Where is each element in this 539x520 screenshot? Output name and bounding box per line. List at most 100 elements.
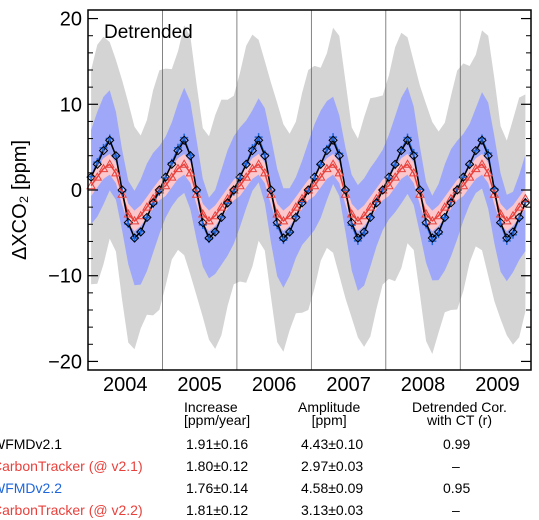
wfmd21-point	[371, 198, 382, 208]
wfmd21-point	[191, 185, 202, 195]
amplitude-value: 2.97±0.03	[301, 458, 364, 474]
y-tick-label: 10	[60, 94, 82, 116]
carbontracker-point	[452, 184, 463, 194]
increase-value: 1.80±0.12	[186, 458, 249, 474]
wfmd21-point	[291, 212, 301, 223]
wfmd21-point	[123, 217, 134, 228]
carbontracker-point	[458, 180, 469, 190]
carbontracker-point	[179, 159, 190, 168]
carbontracker-point	[284, 210, 295, 220]
amplitude-header-label: Amplitude	[298, 399, 361, 415]
wfmd21-point	[129, 233, 140, 243]
carbontracker-point	[148, 193, 159, 203]
carbontracker-point	[104, 159, 115, 168]
wfmd21-point	[253, 135, 264, 145]
carbontracker-point	[446, 193, 456, 203]
carbontracker-point	[204, 215, 214, 225]
amplitude-value: 4.58±0.09	[301, 480, 364, 496]
carbontracker-point	[117, 189, 127, 198]
wfmd22-point	[335, 149, 344, 158]
carbontracker-point	[86, 180, 96, 190]
carbontracker-point	[346, 208, 357, 218]
wfmd22-point	[136, 227, 145, 236]
wfmd21-point	[309, 172, 320, 182]
carbontracker-point	[328, 159, 338, 168]
carbontracker-point	[272, 208, 283, 218]
wfmd22-point	[329, 133, 338, 142]
wfmd22-point	[248, 144, 257, 153]
wfmd21-point	[198, 217, 208, 228]
wfmd22-point	[161, 173, 170, 182]
correlation-value: 0.99	[443, 436, 471, 452]
wfmd22-point	[223, 199, 232, 208]
carbontracker-point	[340, 189, 351, 198]
wfmd21-point	[384, 172, 394, 182]
wfmd21-point	[433, 227, 444, 237]
wfmd21-point	[402, 135, 413, 145]
carbontracker-point	[154, 184, 165, 194]
carbontracker-point	[508, 210, 518, 220]
wfmd21-point	[489, 185, 500, 195]
wfmd22-point	[347, 221, 356, 230]
carbontracker-point	[247, 163, 258, 173]
wfmd22-point	[254, 133, 263, 142]
carbontracker-point	[390, 172, 400, 181]
wfmd22-point	[273, 221, 282, 230]
wfmd21-point	[514, 212, 524, 223]
wfmd21-point	[359, 227, 369, 237]
wfmd21-point	[266, 185, 276, 195]
wfmd22-point	[434, 230, 443, 239]
wfmd22-point	[93, 158, 102, 167]
wfmd22-point	[409, 148, 418, 157]
correlation-header: Detrended Cor. with CT (r)	[412, 399, 507, 428]
carbontracker-point	[520, 193, 531, 203]
y-axis-label: ΔXCO₂ [ppm]	[9, 140, 31, 260]
amplitude-unit-label: [ppm]	[311, 412, 347, 428]
y-tick-label: −10	[48, 266, 82, 288]
plot-frame: −20 −10 0 10 20 2004 2005 2006 2007 2008 2009	[48, 9, 532, 395]
wfmd22-point	[111, 151, 120, 160]
amplitude-value: 3.13±0.03	[301, 502, 364, 518]
carbontracker-point	[98, 163, 109, 173]
wfmd21-point	[353, 233, 363, 243]
correlation-header-label: Detrended Cor.	[412, 399, 507, 415]
wfmd21-point	[495, 217, 506, 228]
wfmd21-point	[464, 159, 475, 169]
wfmd21-point	[409, 151, 419, 161]
wfmd22-point	[279, 236, 288, 245]
carbontracker-point	[123, 208, 134, 218]
wfmd21-point	[160, 172, 171, 182]
carbontracker-point	[371, 193, 382, 203]
carbontracker-point	[253, 159, 264, 168]
carbontracker-point	[303, 184, 314, 194]
wfmd22-point	[403, 133, 412, 142]
carbontracker-point	[501, 215, 512, 225]
carbontracker-point	[166, 172, 177, 181]
wfmd21-point	[272, 217, 282, 228]
carbontracker-point	[470, 163, 481, 173]
wfmd21-point	[297, 198, 307, 208]
wfmd22-point	[440, 213, 449, 222]
wfmd21-point	[241, 159, 251, 169]
correlation-unit-label: with CT (r)	[426, 412, 493, 428]
wfmd21-point	[328, 135, 338, 145]
carbontracker-point	[129, 215, 140, 225]
wfmd21-point	[235, 172, 245, 182]
carbontracker-point	[415, 189, 425, 198]
wfmd22-point	[428, 237, 437, 246]
increase-value: 1.81±0.12	[186, 502, 249, 518]
carbontracker-point	[191, 189, 202, 198]
carbontracker-point	[222, 193, 233, 203]
x-tick-label: 2005	[177, 374, 222, 395]
increase-value: 1.76±0.14	[186, 480, 249, 496]
carbontracker-point	[235, 180, 245, 190]
row-label: WFMDv2.2	[0, 480, 62, 496]
wfmd21-point	[322, 145, 332, 156]
wfmd22-point	[459, 173, 468, 182]
wfmd22-point	[99, 143, 108, 152]
wfmd22-point	[509, 230, 518, 239]
wfmd21-point	[471, 145, 481, 156]
carbontracker-point	[309, 180, 320, 190]
carbontracker-point	[290, 202, 301, 211]
x-tick-label: 2007	[326, 374, 371, 395]
